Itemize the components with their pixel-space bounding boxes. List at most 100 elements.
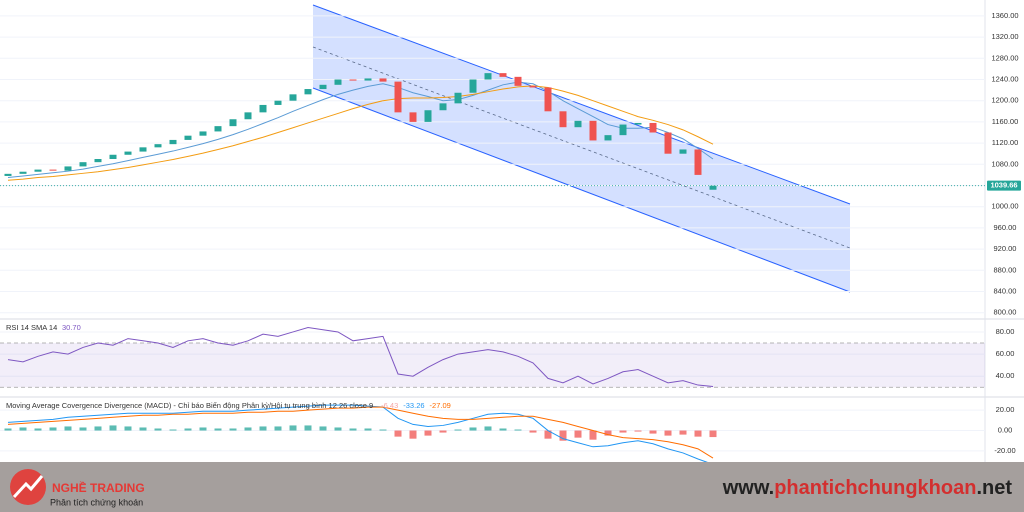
y-tick-label: 80.00 (996, 327, 1015, 336)
candle (514, 76, 522, 86)
rsi-line (7, 327, 714, 387)
macd-histogram-bar (4, 428, 12, 431)
macd-histogram-bar (19, 427, 27, 431)
macd-histogram-bar (319, 426, 327, 431)
macd-histogram-bar (709, 430, 717, 438)
candle (709, 185, 717, 190)
indicator-value: 30.70 (62, 323, 81, 332)
candle (139, 147, 147, 152)
macd-histogram-bar (244, 427, 252, 431)
indicator-value: -27.09 (430, 401, 451, 410)
macd-histogram-bar (364, 428, 372, 431)
macd-histogram-bar (184, 428, 192, 431)
candle (229, 119, 237, 127)
candle (499, 73, 507, 77)
candle (19, 171, 27, 174)
candle (604, 135, 612, 141)
macd-histogram-bar (484, 426, 492, 431)
y-tick-label: 1160.00 (992, 117, 1019, 126)
candle (589, 120, 597, 141)
y-tick-label: 1000.00 (991, 202, 1018, 211)
macd-histogram-bar (439, 430, 447, 433)
y-tick-label: 20.00 (996, 405, 1015, 414)
candle (394, 81, 402, 113)
candle (289, 94, 297, 101)
y-tick-label: -20.00 (994, 446, 1015, 455)
macd-histogram-bar (289, 425, 297, 431)
macd-histogram-bar (124, 426, 132, 431)
y-tick-label: 1360.00 (991, 11, 1018, 20)
macd-histogram-bar (469, 427, 477, 431)
candle (649, 122, 657, 133)
candle (619, 124, 627, 136)
candle (79, 162, 87, 167)
macd-histogram-bar (424, 430, 432, 436)
y-tick-label: 1280.00 (991, 53, 1018, 62)
macd-histogram-bar (79, 427, 87, 431)
macd-histogram-bar (349, 428, 357, 431)
candle (4, 173, 12, 176)
indicator-value: -33.26 (403, 401, 424, 410)
macd-histogram-bar (94, 426, 102, 431)
candle (154, 144, 162, 148)
macd-histogram-bar (139, 427, 147, 431)
macd-histogram-bar (109, 425, 117, 431)
candle (214, 126, 222, 132)
y-tick-label: 1240.00 (991, 74, 1018, 83)
candle (529, 85, 537, 88)
y-tick-label: 840.00 (994, 286, 1017, 295)
macd-histogram-bar (199, 427, 207, 431)
macd-histogram-bar (64, 426, 72, 431)
candle (424, 110, 432, 122)
macd-histogram-bar (409, 430, 417, 439)
macd-histogram-bar (304, 425, 312, 431)
candle (184, 135, 192, 140)
macd-histogram-bar (649, 430, 657, 434)
macd-histogram-bar (454, 429, 462, 431)
macd-histogram-bar (49, 427, 57, 431)
macd-histogram-bar (34, 428, 42, 431)
macd-histogram-bar (214, 428, 222, 431)
candle (364, 78, 372, 81)
y-tick-label: 1320.00 (991, 32, 1018, 41)
moving-average (7, 81, 714, 179)
candle (664, 132, 672, 154)
macd-histogram-bar (379, 429, 387, 431)
y-tick-label: 880.00 (994, 265, 1017, 274)
macd-histogram-bar (394, 430, 402, 437)
candle (694, 149, 702, 175)
candle (439, 103, 447, 111)
y-tick-label: 960.00 (994, 223, 1017, 232)
website-suffix: .net (976, 477, 1012, 499)
candle (124, 151, 132, 155)
macd-histogram-bar (559, 430, 567, 441)
tagline: Phân tích chứng khoán (50, 497, 143, 507)
macd-histogram-bar (514, 429, 522, 431)
candle (304, 89, 312, 95)
macd-histogram-bar (589, 430, 597, 440)
indicator-title: Moving Average Covergence Divergence (MA… (6, 401, 373, 410)
macd-histogram-bar (604, 430, 612, 436)
y-tick-label: 1120.00 (992, 138, 1019, 147)
candle (334, 79, 342, 85)
y-tick-label: 40.00 (996, 371, 1015, 380)
candle (574, 120, 582, 128)
y-tick-label: 920.00 (994, 244, 1017, 253)
candle (409, 112, 417, 122)
y-tick-label: 1200.00 (991, 96, 1018, 105)
candle (319, 84, 327, 90)
channel-upper (312, 4, 851, 205)
candle (34, 169, 42, 172)
indicator-value: -6.43 (381, 401, 398, 410)
candle (109, 154, 117, 159)
candle (274, 100, 282, 105)
candle (469, 79, 477, 93)
candle (454, 92, 462, 104)
macd-histogram-bar (499, 428, 507, 431)
plot-area: 800.00840.00880.00920.00960.001000.00104… (0, 11, 1021, 465)
brand: NGHỀ TRADING (52, 480, 145, 495)
candle (349, 79, 357, 81)
macd-histogram-bar (694, 430, 702, 437)
macd-histogram-bar (154, 428, 162, 431)
